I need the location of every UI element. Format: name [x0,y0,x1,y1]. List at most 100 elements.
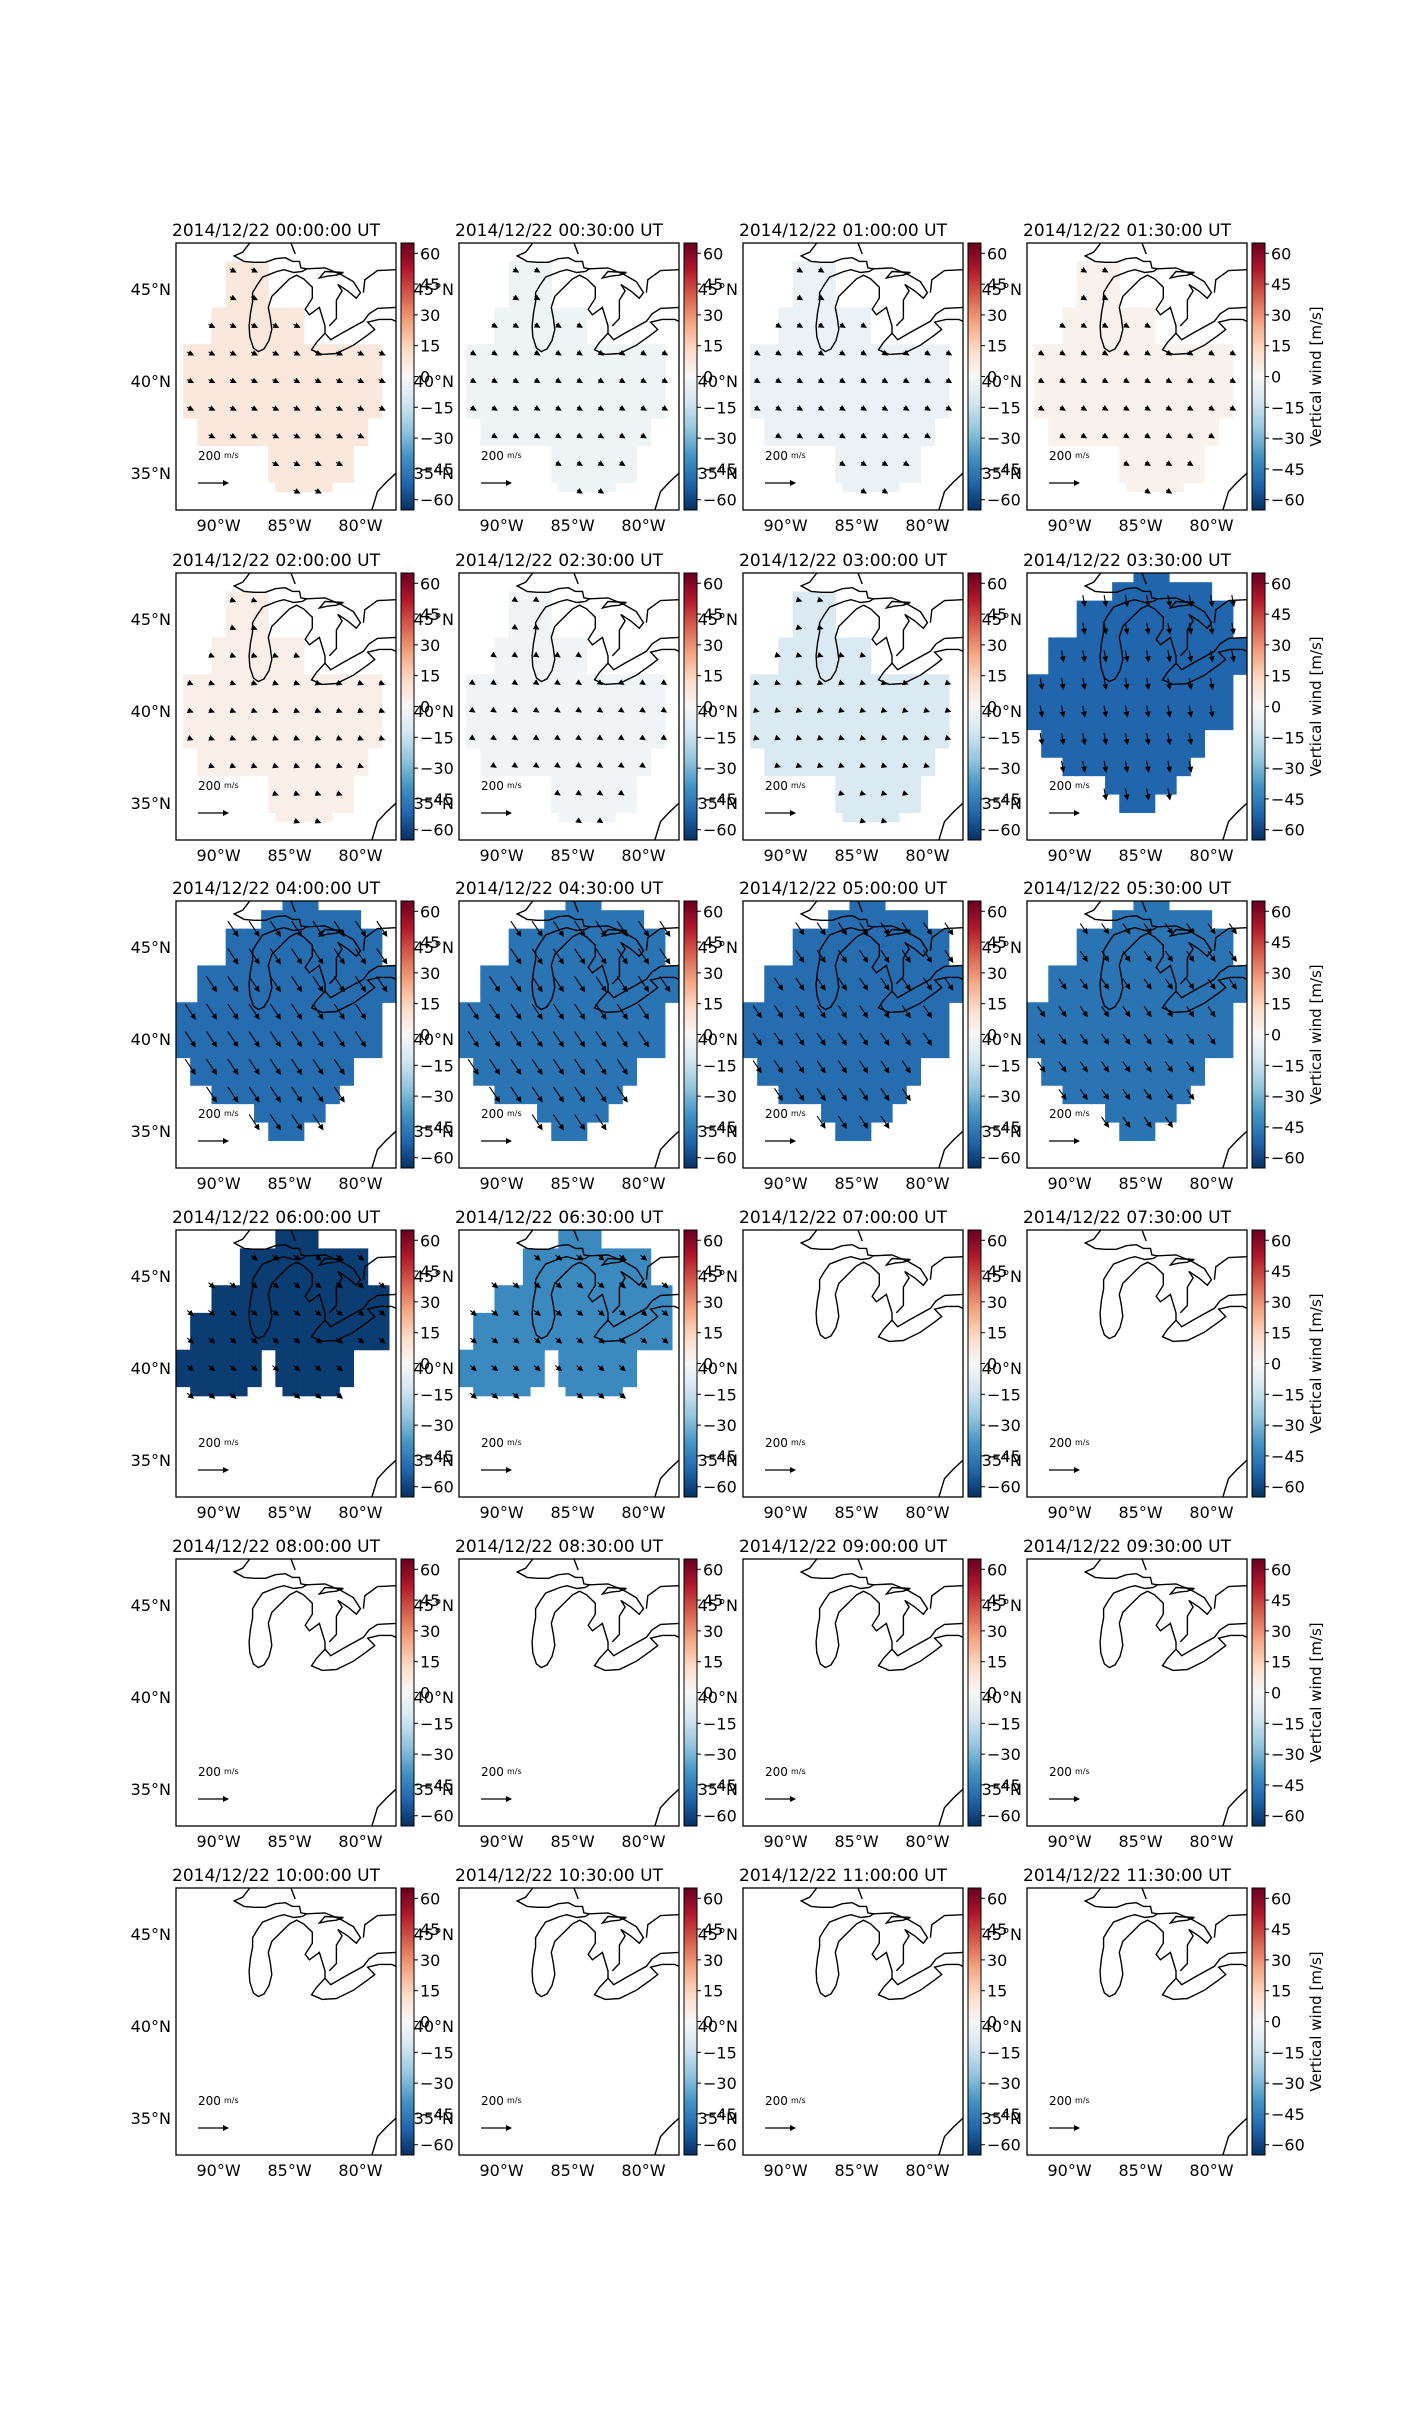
wind-cell [254,600,262,611]
wind-cell [275,344,284,355]
wind-cell [332,803,340,813]
wind-cell [586,473,595,483]
wind-cell [232,637,241,648]
wind-cell [1140,766,1149,777]
wind-cell [849,399,858,410]
wind-vector [816,762,824,769]
wind-cell [1190,729,1198,740]
wind-cell [622,436,630,447]
wind-cell [579,793,588,804]
wind-cell [1197,473,1206,483]
wind-cell [1097,371,1106,382]
wind-cell [849,803,858,813]
wind-cell [629,692,638,703]
wind-cell [1112,408,1120,419]
wind-cell [764,436,772,447]
wind-cell [211,399,220,410]
wind-cell [246,1011,255,1022]
wind-cell [1076,674,1085,685]
wind-cell [232,729,241,740]
wind-cell [877,757,886,767]
wind-cell [877,766,886,777]
wind-cell [551,674,559,685]
wind-cell [1211,408,1220,419]
wind-cell [1027,720,1035,731]
wind-cell [1126,344,1135,355]
wind-cell [325,711,333,721]
wind-cell [261,720,269,731]
wind-cell [1105,747,1113,758]
wind-cell [1239,655,1247,666]
wind-cell [792,427,801,437]
wind-cell [1147,747,1156,758]
wind-cell [863,655,872,666]
wind-cell [254,1020,262,1031]
wind-cell [806,316,815,327]
wind-cell [1076,646,1085,657]
wind-cell [913,738,922,749]
wind-cell [764,738,772,749]
wind-cell [572,784,581,795]
wind-cell [218,646,227,657]
wind-cell [892,381,900,391]
wind-cell [622,454,630,465]
wind-cell [821,399,829,410]
wind-cell [792,683,801,694]
wind-cell [268,720,276,731]
wind-cell [615,454,623,465]
wind-cell [1190,381,1198,391]
wind-cell [1112,720,1120,731]
wind-vector [533,266,541,273]
wind-cell [310,775,319,786]
wind-cell [934,720,943,731]
wind-cell [1140,454,1149,465]
wind-cell [1154,628,1163,639]
wind-cell [310,1020,319,1031]
wind-cell [1161,766,1170,777]
wind-vector [753,377,761,384]
wind-cell [1154,381,1163,391]
wind-cell [565,482,574,493]
wind-cell [522,591,531,602]
wind-vector [291,920,303,937]
wind-cell [1133,362,1142,373]
wind-vector [902,432,910,439]
wind-cell [374,674,383,685]
wind-cell [296,1002,305,1013]
wind-cell [565,445,574,456]
wind-cell [246,316,255,327]
wind-cell [941,371,950,382]
wind-cell [863,371,872,382]
wind-cell [529,417,538,428]
wind-cell [558,427,567,437]
wind-cell [828,344,836,355]
wind-cell [317,683,326,694]
wind-cell [296,1020,305,1031]
wind-cell [1147,335,1156,345]
wind-vector [753,349,761,356]
wind-cell [629,371,638,382]
wind-cell [1105,757,1113,767]
wind-cell [261,692,269,703]
wind-cell [629,775,638,786]
wind-vector [945,377,953,384]
wind-cell [863,381,872,391]
coastline [232,573,396,686]
wind-cell [856,381,865,391]
wind-cell [771,729,780,740]
wind-cell [636,766,645,777]
wind-cell [190,738,198,749]
wind-cell [1090,390,1099,401]
wind-cell [799,600,808,611]
wind-vector [378,707,386,714]
wind-cell [622,729,630,740]
wind-cell [1112,701,1120,712]
wind-cell [325,482,333,493]
wind-cell [1211,390,1220,401]
wind-cell [1197,646,1206,657]
wind-cell [835,408,843,419]
wind-cell [785,720,794,731]
wind-cell [572,353,581,364]
